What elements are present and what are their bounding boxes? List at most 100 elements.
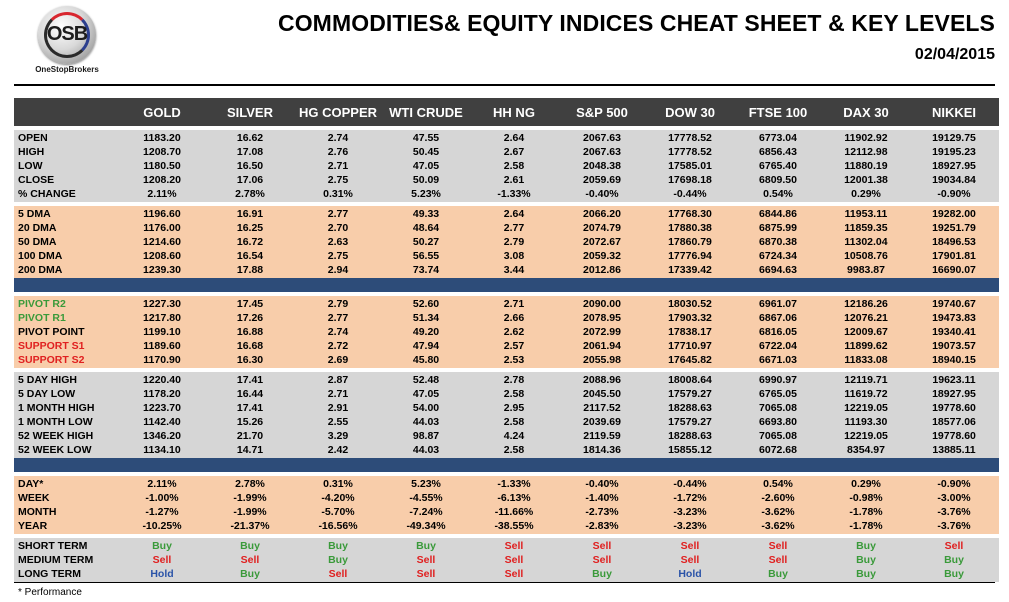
value-cell: 1142.40 [143, 416, 181, 428]
value-cell: 17901.81 [932, 250, 976, 262]
value-cell: 1223.70 [143, 402, 181, 414]
row-label: 52 WEEK HIGH [18, 430, 94, 442]
value-cell: 12009.67 [844, 326, 888, 338]
value-cell: 2.79 [327, 298, 349, 310]
value-cell: 11899.62 [844, 340, 888, 352]
value-cell: 18496.53 [932, 236, 976, 248]
value-cell: 21.70 [236, 430, 264, 442]
logo-text: OneStopBrokers [35, 65, 99, 74]
signal-cell: Sell [152, 554, 172, 566]
value-cell: 51.34 [412, 312, 440, 324]
table-row: PIVOT POINT 1199.10 16.88 2.74 49.20 2.62 2072… [14, 325, 999, 339]
value-cell: 2.79 [503, 236, 525, 248]
row-label: SUPPORT S1 [18, 340, 85, 352]
column-header: NIKKEI [931, 104, 977, 120]
value-cell: 1199.10 [143, 326, 181, 338]
value-cell: 2055.98 [583, 354, 621, 366]
value-cell: -1.99% [233, 506, 267, 518]
row-label: 5 DAY HIGH [18, 374, 77, 386]
value-cell: 17.26 [236, 312, 264, 324]
row-label: DAY* [18, 478, 44, 490]
value-cell: 0.54% [763, 188, 793, 200]
cheat-sheet-table: GOLD SILVER HG COPPER WTI CRUDE HH NG S&P 500… [14, 98, 999, 582]
value-cell: 11902.92 [844, 132, 888, 144]
value-cell: 1189.60 [143, 340, 181, 352]
table-row: OPEN 1183.20 16.62 2.74 47.55 2.64 2067.63 1777… [14, 131, 999, 145]
value-cell: 11833.08 [844, 354, 888, 366]
value-cell: 1239.30 [143, 264, 181, 276]
value-cell: 6809.50 [759, 174, 797, 186]
value-cell: 17903.32 [668, 312, 712, 324]
value-cell: 2.75 [327, 174, 349, 186]
value-cell: 3.29 [327, 430, 349, 442]
value-cell: 7065.08 [759, 430, 797, 442]
value-cell: 17.08 [236, 146, 264, 158]
value-cell: 49.20 [412, 326, 440, 338]
value-cell: 16.72 [236, 236, 264, 248]
table-row: HIGH 1208.70 17.08 2.76 50.45 2.67 2067.63 1777… [14, 145, 999, 159]
value-cell: 17585.01 [668, 160, 712, 172]
value-cell: -0.44% [673, 478, 707, 490]
row-label: 50 DMA [18, 236, 57, 248]
value-cell: -6.13% [497, 492, 531, 504]
table-row: 20 DMA 1176.00 16.25 2.70 48.64 2.77 2074.79 17… [14, 221, 999, 235]
column-header: HH NG [493, 104, 535, 120]
footer-divider [14, 582, 995, 583]
value-cell: 14.71 [236, 444, 264, 456]
value-cell: 2067.63 [583, 146, 621, 158]
value-cell: 11859.35 [844, 222, 888, 234]
page-title: COMMODITIES& EQUITY INDICES CHEAT SHEET … [277, 10, 995, 36]
section-separator [14, 458, 999, 472]
value-cell: 1196.60 [143, 208, 181, 220]
signal-cell: Sell [680, 554, 700, 566]
value-cell: 50.45 [412, 146, 440, 158]
value-cell: 19778.60 [932, 430, 976, 442]
value-cell: 2.66 [503, 312, 525, 324]
value-cell: 6867.06 [759, 312, 797, 324]
signal-cell: Sell [944, 540, 964, 552]
table-row: MONTH -1.27% -1.99% -5.70% -7.24% -11.66% -2.7… [14, 505, 999, 519]
value-cell: 19340.41 [932, 326, 976, 338]
value-cell: 2.69 [327, 354, 349, 366]
value-cell: 1208.60 [143, 250, 181, 262]
value-cell: 0.31% [323, 478, 353, 490]
value-cell: 6765.40 [759, 160, 797, 172]
value-cell: 6870.38 [759, 236, 797, 248]
table-row: PIVOT R2 1227.30 17.45 2.79 52.60 2.71 2090.00… [14, 297, 999, 311]
value-cell: 2088.96 [583, 374, 621, 386]
value-cell: 17778.52 [668, 132, 712, 144]
value-cell: -1.27% [145, 506, 179, 518]
signal-cell: Buy [328, 540, 348, 552]
value-cell: 17.45 [236, 298, 264, 310]
table-row: CLOSE 1208.20 17.06 2.75 50.09 2.61 2059.69 176… [14, 173, 999, 187]
row-label: 52 WEEK LOW [18, 444, 92, 456]
value-cell: 12219.05 [844, 402, 888, 414]
signal-cell: Buy [768, 568, 788, 580]
column-header-row: GOLD SILVER HG COPPER WTI CRUDE HH NG S&P 500… [14, 98, 999, 126]
value-cell: -0.98% [849, 492, 883, 504]
signal-cell: Sell [592, 540, 612, 552]
value-cell: 1176.00 [143, 222, 181, 234]
row-label: LOW [18, 160, 43, 172]
value-cell: 2.63 [327, 236, 349, 248]
value-cell: 1208.20 [143, 174, 181, 186]
value-cell: -16.56% [318, 520, 358, 532]
value-cell: 6844.86 [759, 208, 797, 220]
value-cell: -1.33% [497, 478, 531, 490]
value-cell: -0.44% [673, 188, 707, 200]
value-cell: 2.74 [327, 132, 349, 144]
value-cell: 19195.23 [932, 146, 976, 158]
row-group: 5 DAY HIGH 1220.40 17.41 2.87 52.48 2.78 2088.… [14, 372, 999, 458]
value-cell: 1214.60 [143, 236, 181, 248]
row-label: 100 DMA [18, 250, 63, 262]
value-cell: 0.29% [851, 478, 881, 490]
table-row: LONG TERM Hold Buy Sell Sell Sell Buy Hold Buy Bu… [14, 567, 999, 581]
value-cell: 2067.63 [583, 132, 621, 144]
value-cell: 18577.06 [932, 416, 976, 428]
signal-cell: Sell [328, 568, 348, 580]
table-row: LOW 1180.50 16.50 2.71 47.05 2.58 2048.38 17585… [14, 159, 999, 173]
header-divider [14, 84, 995, 86]
table-row: 200 DMA 1239.30 17.88 2.94 73.74 3.44 2012.86 1… [14, 263, 999, 277]
value-cell: 2.71 [327, 388, 349, 400]
row-label: MONTH [18, 506, 57, 518]
